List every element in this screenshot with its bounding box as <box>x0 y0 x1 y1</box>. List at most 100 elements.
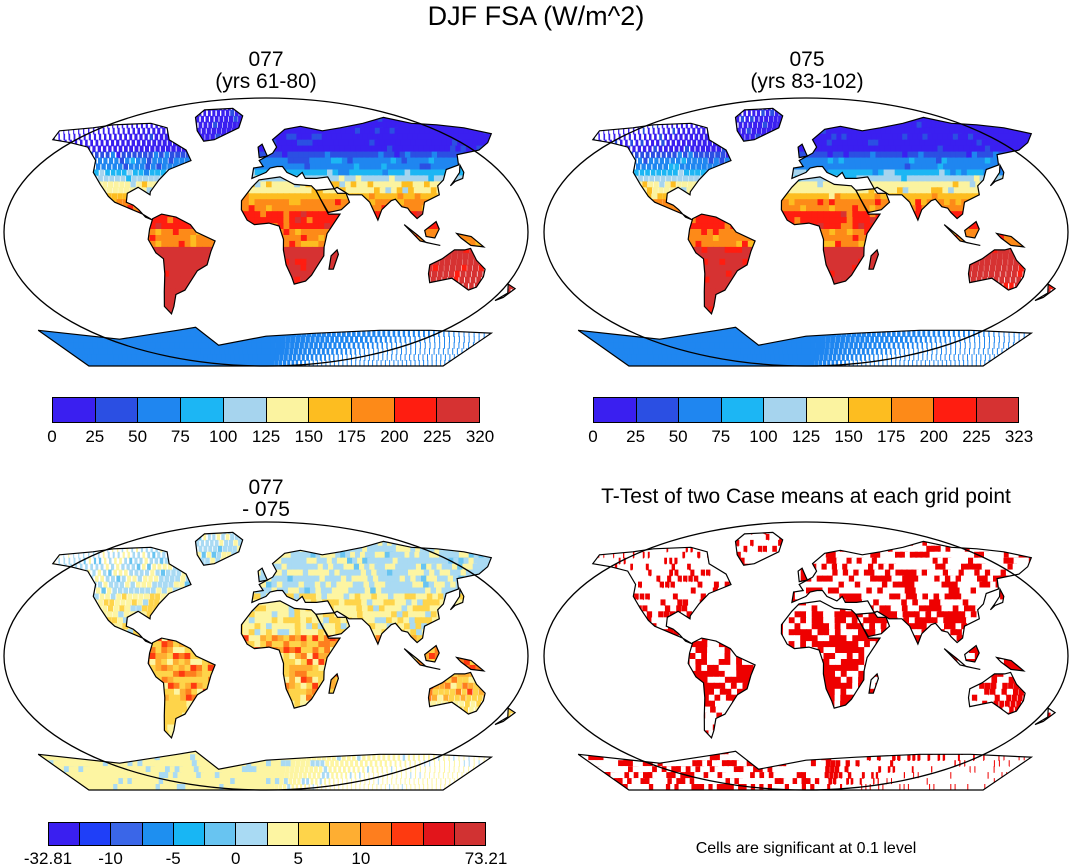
grid-cell <box>309 163 317 171</box>
grid-cell <box>266 217 273 224</box>
grid-cell <box>38 312 41 319</box>
grid-cell <box>1006 115 1019 123</box>
grid-cell <box>888 139 897 147</box>
grid-cell <box>312 360 314 366</box>
grid-cell <box>242 211 250 218</box>
grid-cell <box>293 163 300 171</box>
grid-cell <box>354 348 357 355</box>
grid-cell <box>453 133 463 141</box>
grid-cell <box>462 324 465 331</box>
grid-cell <box>343 139 351 147</box>
grid-cell <box>170 288 178 296</box>
grid-cell <box>149 133 153 141</box>
grid-cell <box>201 336 209 343</box>
grid-cell <box>122 109 124 117</box>
grid-cell <box>38 306 48 313</box>
grid-cell <box>625 139 628 147</box>
grid-cell <box>637 145 641 153</box>
grid-cell <box>155 229 162 236</box>
grid-cell <box>854 151 861 159</box>
grid-cell <box>674 108 676 111</box>
grid-cell <box>19 164 23 171</box>
grid-cell <box>986 139 996 147</box>
grid-cell <box>291 360 295 366</box>
grid-cell <box>603 121 605 129</box>
grid-cell <box>613 121 615 129</box>
grid-cell <box>147 139 151 147</box>
grid-cell <box>842 145 850 153</box>
grid-cell <box>319 151 327 159</box>
grid-cell <box>38 139 41 147</box>
grid-cell <box>292 354 297 361</box>
grid-cell <box>762 121 767 129</box>
grid-cell <box>294 264 301 272</box>
grid-cell <box>108 108 110 111</box>
grid-cell <box>463 121 475 129</box>
grid-cell <box>640 109 642 117</box>
grid-cell <box>306 354 309 361</box>
grid-cell <box>312 348 316 355</box>
grid-cell <box>453 342 455 349</box>
grid-cell <box>294 258 302 266</box>
grid-cell <box>374 336 378 343</box>
grid-cell <box>401 108 415 111</box>
grid-cell <box>362 342 365 349</box>
grid-cell <box>120 175 126 182</box>
grid-cell <box>934 127 944 135</box>
grid-cell <box>932 133 941 141</box>
grid-cell <box>152 98 153 105</box>
grid-cell <box>407 181 415 188</box>
grid-cell <box>350 175 357 182</box>
grid-cell <box>942 145 951 153</box>
grid-cell <box>961 139 970 147</box>
grid-cell <box>419 115 431 123</box>
grid-cell <box>499 306 502 313</box>
grid-cell <box>507 300 511 308</box>
grid-cell <box>427 108 441 111</box>
grid-cell <box>327 175 335 182</box>
grid-cell <box>453 109 467 117</box>
grid-cell <box>196 115 200 123</box>
grid-cell <box>277 223 284 230</box>
grid-cell <box>172 223 180 230</box>
grid-cell <box>300 264 307 272</box>
grid-cell <box>222 121 227 129</box>
grid-cell <box>456 175 465 182</box>
grid-cell <box>295 252 302 260</box>
grid-cell <box>954 108 968 111</box>
grid-cell <box>271 187 279 194</box>
grid-cell <box>143 151 148 159</box>
grid-cell <box>329 258 336 266</box>
grid-cell <box>326 163 334 171</box>
grid-cell <box>313 145 320 153</box>
grid-cell <box>321 348 325 355</box>
grid-cell <box>486 145 497 153</box>
grid-cell <box>412 157 421 165</box>
grid-cell <box>419 187 427 194</box>
grid-cell <box>351 151 359 159</box>
grid-cell <box>384 181 392 188</box>
grid-cell <box>633 133 637 141</box>
grid-cell <box>355 145 363 153</box>
grid-cell <box>22 295 31 302</box>
grid-cell <box>298 348 303 355</box>
grid-cell <box>271 199 279 206</box>
grid-cell <box>149 235 157 242</box>
grid-cell <box>594 121 596 129</box>
grid-cell <box>703 157 708 165</box>
grid-cell <box>93 115 95 123</box>
grid-cell <box>167 235 174 242</box>
grid-cell <box>174 264 181 272</box>
grid-cell <box>219 348 227 355</box>
grid-cell <box>443 133 453 141</box>
grid-cell <box>413 145 422 153</box>
grid-cell <box>914 127 924 135</box>
grid-cell <box>134 108 136 111</box>
grid-cell <box>69 109 71 117</box>
grid-cell <box>271 175 278 182</box>
grid-cell <box>203 342 211 349</box>
grid-cell <box>959 127 969 135</box>
grid-cell <box>690 145 695 153</box>
grid-cell <box>142 108 144 111</box>
grid-cell <box>167 139 172 147</box>
